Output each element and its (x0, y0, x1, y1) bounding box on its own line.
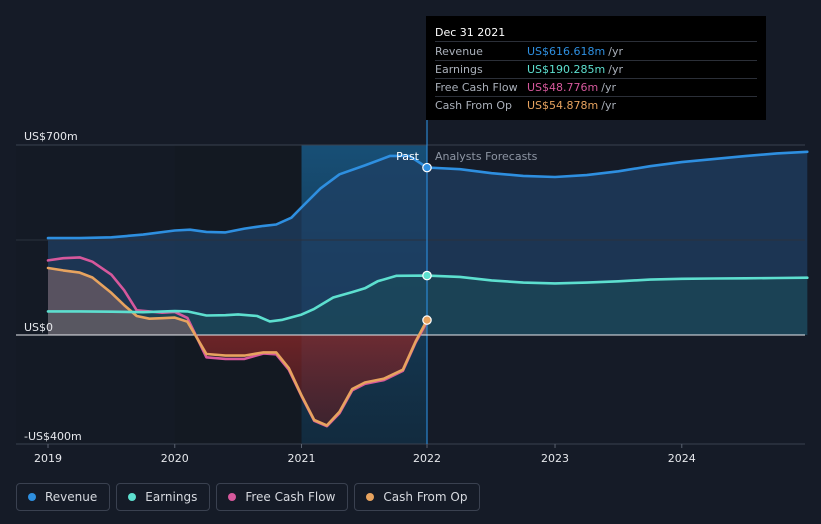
series-line-cfo (46, 266, 429, 427)
x-tick-label: 2021 (288, 452, 316, 465)
tooltip-date: Dec 31 2021 (435, 24, 757, 42)
x-tick-label: 2022 (413, 452, 441, 465)
tooltip-value: US$54.878m (527, 99, 599, 112)
data-tooltip: Dec 31 2021 Revenue US$616.618m /yr Earn… (426, 16, 766, 120)
tooltip-label: Earnings (435, 63, 483, 76)
legend-item-free-cash-flow[interactable]: Free Cash Flow (216, 483, 349, 511)
cash-from-op-dot-icon (366, 493, 375, 501)
tooltip-unit: /yr (608, 63, 623, 76)
tooltip-value: US$48.776m (527, 81, 599, 94)
tooltip-row-earnings: Earnings US$190.285m /yr (435, 61, 757, 79)
earnings-area (48, 275, 808, 335)
tooltip-row-revenue: Revenue US$616.618m /yr (435, 43, 757, 61)
chart-legend: Revenue Earnings Free Cash Flow Cash Fro… (16, 483, 481, 511)
x-tick-label: 2019 (34, 452, 62, 465)
legend-label: Revenue (45, 490, 98, 504)
x-tick-label: 2020 (161, 452, 189, 465)
marker-earnings (422, 270, 432, 281)
legend-item-cash-from-op[interactable]: Cash From Op (354, 483, 481, 511)
y-tick-label: -US$400m (24, 430, 82, 443)
legend-item-earnings[interactable]: Earnings (116, 483, 211, 511)
tooltip-value: US$616.618m (527, 45, 606, 58)
legend-item-revenue[interactable]: Revenue (16, 483, 111, 511)
marker-cfo (422, 315, 432, 325)
legend-label: Cash From Op (383, 490, 468, 504)
tooltip-row-cfo: Cash From Op US$54.878m /yr (435, 97, 757, 114)
legend-label: Free Cash Flow (245, 490, 336, 504)
x-tick-label: 2024 (668, 452, 696, 465)
tooltip-unit: /yr (601, 99, 616, 112)
tooltip-value: US$190.285m (527, 63, 606, 76)
legend-label: Earnings (145, 490, 198, 504)
cash-from-op-area-negative (48, 335, 427, 426)
tooltip-label: Revenue (435, 45, 483, 58)
free-cash-flow-dot-icon (228, 493, 237, 501)
forecast-label: Analysts Forecasts (435, 150, 538, 163)
y-tick-label: US$700m (24, 130, 78, 143)
revenue-dot-icon (28, 493, 36, 501)
tooltip-label: Free Cash Flow (435, 81, 518, 94)
earnings-dot-icon (128, 493, 137, 501)
x-tick-label: 2023 (541, 452, 569, 465)
past-label: Past (396, 150, 420, 163)
marker-revenue (422, 162, 432, 173)
series-line-revenue (46, 150, 809, 240)
tooltip-unit: /yr (608, 45, 623, 58)
tooltip-row-fcf: Free Cash Flow US$48.776m /yr (435, 79, 757, 97)
series-line-earnings (46, 274, 809, 323)
y-tick-label: US$0 (24, 321, 53, 334)
tooltip-unit: /yr (601, 81, 616, 94)
tooltip-label: Cash From Op (435, 99, 513, 112)
